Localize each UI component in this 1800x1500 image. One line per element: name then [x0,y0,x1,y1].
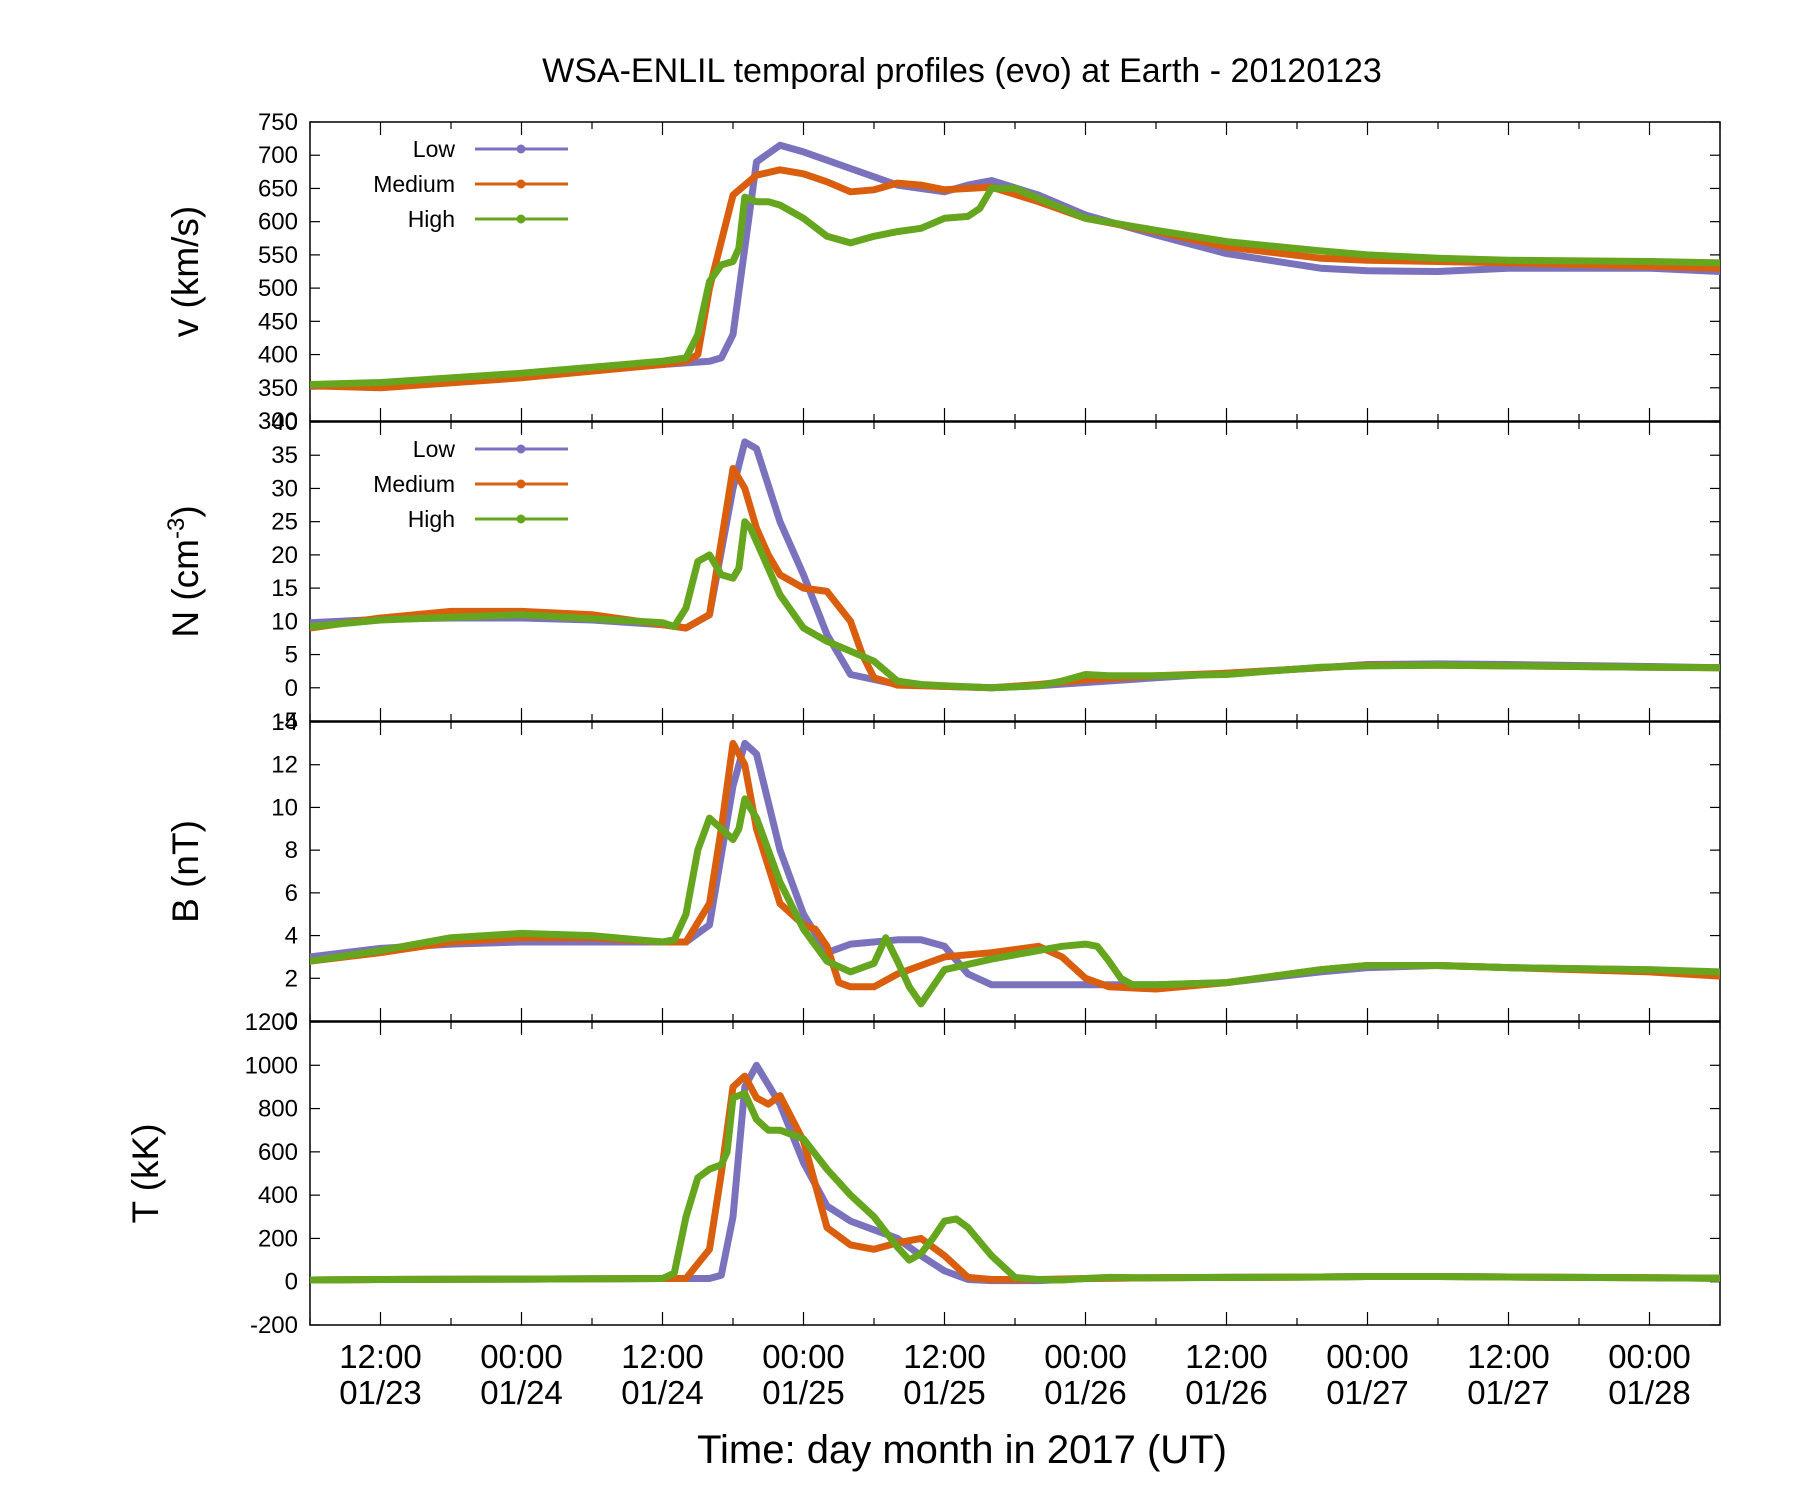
y-axis-label-B: B (nT) [165,820,206,923]
y-tick-label: 1200 [245,1009,298,1036]
x-tick-date-label: 01/27 [1467,1374,1550,1411]
legend-label: Low [413,436,456,462]
y-tick-label: 0 [285,675,298,702]
series-T-medium [310,1072,1720,1284]
y-tick-label: 750 [258,109,298,136]
series-N-high [310,518,1720,692]
y-tick-label: 35 [271,442,298,469]
y-tick-label: 400 [258,1182,298,1209]
x-tick-date-label: 01/27 [1326,1374,1409,1411]
legend-marker [516,444,526,454]
y-axis-label-T: T (kK) [125,1123,166,1223]
y-tick-label: 0 [285,1269,298,1296]
x-tick-time-label: 12:00 [621,1338,704,1375]
y-tick-label: 500 [258,275,298,302]
series-T-high [310,1089,1720,1284]
x-tick-time-label: 00:00 [1326,1338,1409,1375]
panel-B: 0 2 4 6 8 10 12 14 B (nT) [165,709,1721,1035]
x-tick-date-label: 01/25 [903,1374,986,1411]
x-axis-label: Time: day month in 2017 (UT) [697,1428,1227,1472]
y-tick-label: 0 [285,1008,298,1035]
panel-v: 300 350 400 450 500 550 600 650 700 750 v (km/s) Lo… [165,109,1721,435]
y-tick-label: 1000 [245,1052,298,1079]
x-tick-date-label: 01/24 [621,1374,704,1411]
y-tick-label: 8 [285,837,298,864]
x-tick-time-label: 00:00 [1608,1338,1691,1375]
x-tick-date-label: 01/25 [762,1374,845,1411]
y-tick-label: 400 [258,342,298,369]
series-N-low [310,438,1720,692]
legend-N: Low Medium High [373,436,568,532]
y-tick-label: 25 [271,509,298,536]
legend-marker [516,479,526,489]
y-tick-label: 650 [258,175,298,202]
y-tick-label: 2 [285,965,298,992]
y-tick-label: 20 [271,542,298,569]
x-tick-time-label: 12:00 [1185,1338,1268,1375]
y-tick-label: -200 [250,1312,298,1339]
x-tick-time-label: 12:00 [339,1338,422,1375]
series-group-v [310,141,1720,392]
y-axis-label-v: v (km/s) [165,206,206,338]
y-tick-label: 350 [258,375,298,402]
x-tick-time-label: 00:00 [1044,1338,1127,1375]
legend-label: Low [413,136,456,162]
series-T-low [310,1061,1720,1285]
y-tick-label: 40 [271,409,298,436]
x-tick-date-label: 01/24 [480,1374,563,1411]
y-tick-label: 12 [271,752,298,779]
series-v-medium [310,166,1720,392]
chart-title: WSA-ENLIL temporal profiles (evo) at Ear… [542,52,1382,90]
y-tick-label: 10 [271,608,298,635]
x-tick-date-label: 01/28 [1608,1374,1691,1411]
series-v-high [310,184,1720,388]
panel-T: -200 0 200 400 600 800 1000 1200 T (kK) [125,1009,1721,1339]
y-tick-label: 450 [258,308,298,335]
series-group-N [310,438,1720,692]
legend-marker [516,514,526,524]
legend-label: High [408,506,455,532]
x-tick-time-label: 00:00 [480,1338,563,1375]
legend-label: High [408,206,455,232]
panel-frame-N [309,421,1721,722]
y-tick-label: 4 [285,923,298,950]
series-B-high [310,795,1720,1008]
y-tick-label: 550 [258,242,298,269]
y-tick-label: 300 [258,408,298,435]
x-tick-date-label: 01/23 [339,1374,422,1411]
legend-marker [516,179,526,189]
y-tick-label: 30 [271,475,298,502]
legend-label: Medium [373,171,455,197]
y-tick-label: 700 [258,142,298,169]
y-tick-label: 6 [285,880,298,907]
legend-label: Medium [373,471,455,497]
legend-v: Low Medium High [373,136,568,232]
y-tick-label: 800 [258,1096,298,1123]
y-tick-label: -5 [277,708,298,735]
panel-frame-B [309,721,1721,1022]
x-tick-time-label: 00:00 [762,1338,845,1375]
legend-marker [516,144,526,154]
series-N-medium [310,465,1720,692]
x-tick-date-label: 01/26 [1044,1374,1127,1411]
series-group-B [310,739,1720,1008]
y-tick-label: 10 [271,794,298,821]
panel-N: -5 0 5 10 15 20 25 30 35 40 N (cm-3) Low Medium High [163,409,1721,735]
y-axis-label-N: N (cm-3) [163,505,206,637]
y-tick-label: 5 [285,642,298,669]
y-tick-label: 14 [271,709,298,736]
y-tick-label: 600 [258,1139,298,1166]
y-tick-label: 600 [258,209,298,236]
x-tick-time-label: 12:00 [903,1338,986,1375]
legend-marker [516,214,526,224]
x-tick-time-label: 12:00 [1467,1338,1550,1375]
x-tick-labels: 12:0001/2300:0001/2412:0001/2400:0001/25… [339,1338,1691,1411]
x-tick-date-label: 01/26 [1185,1374,1268,1411]
y-tick-label: 200 [258,1225,298,1252]
y-tick-label: 15 [271,575,298,602]
series-group-T [310,1061,1720,1285]
